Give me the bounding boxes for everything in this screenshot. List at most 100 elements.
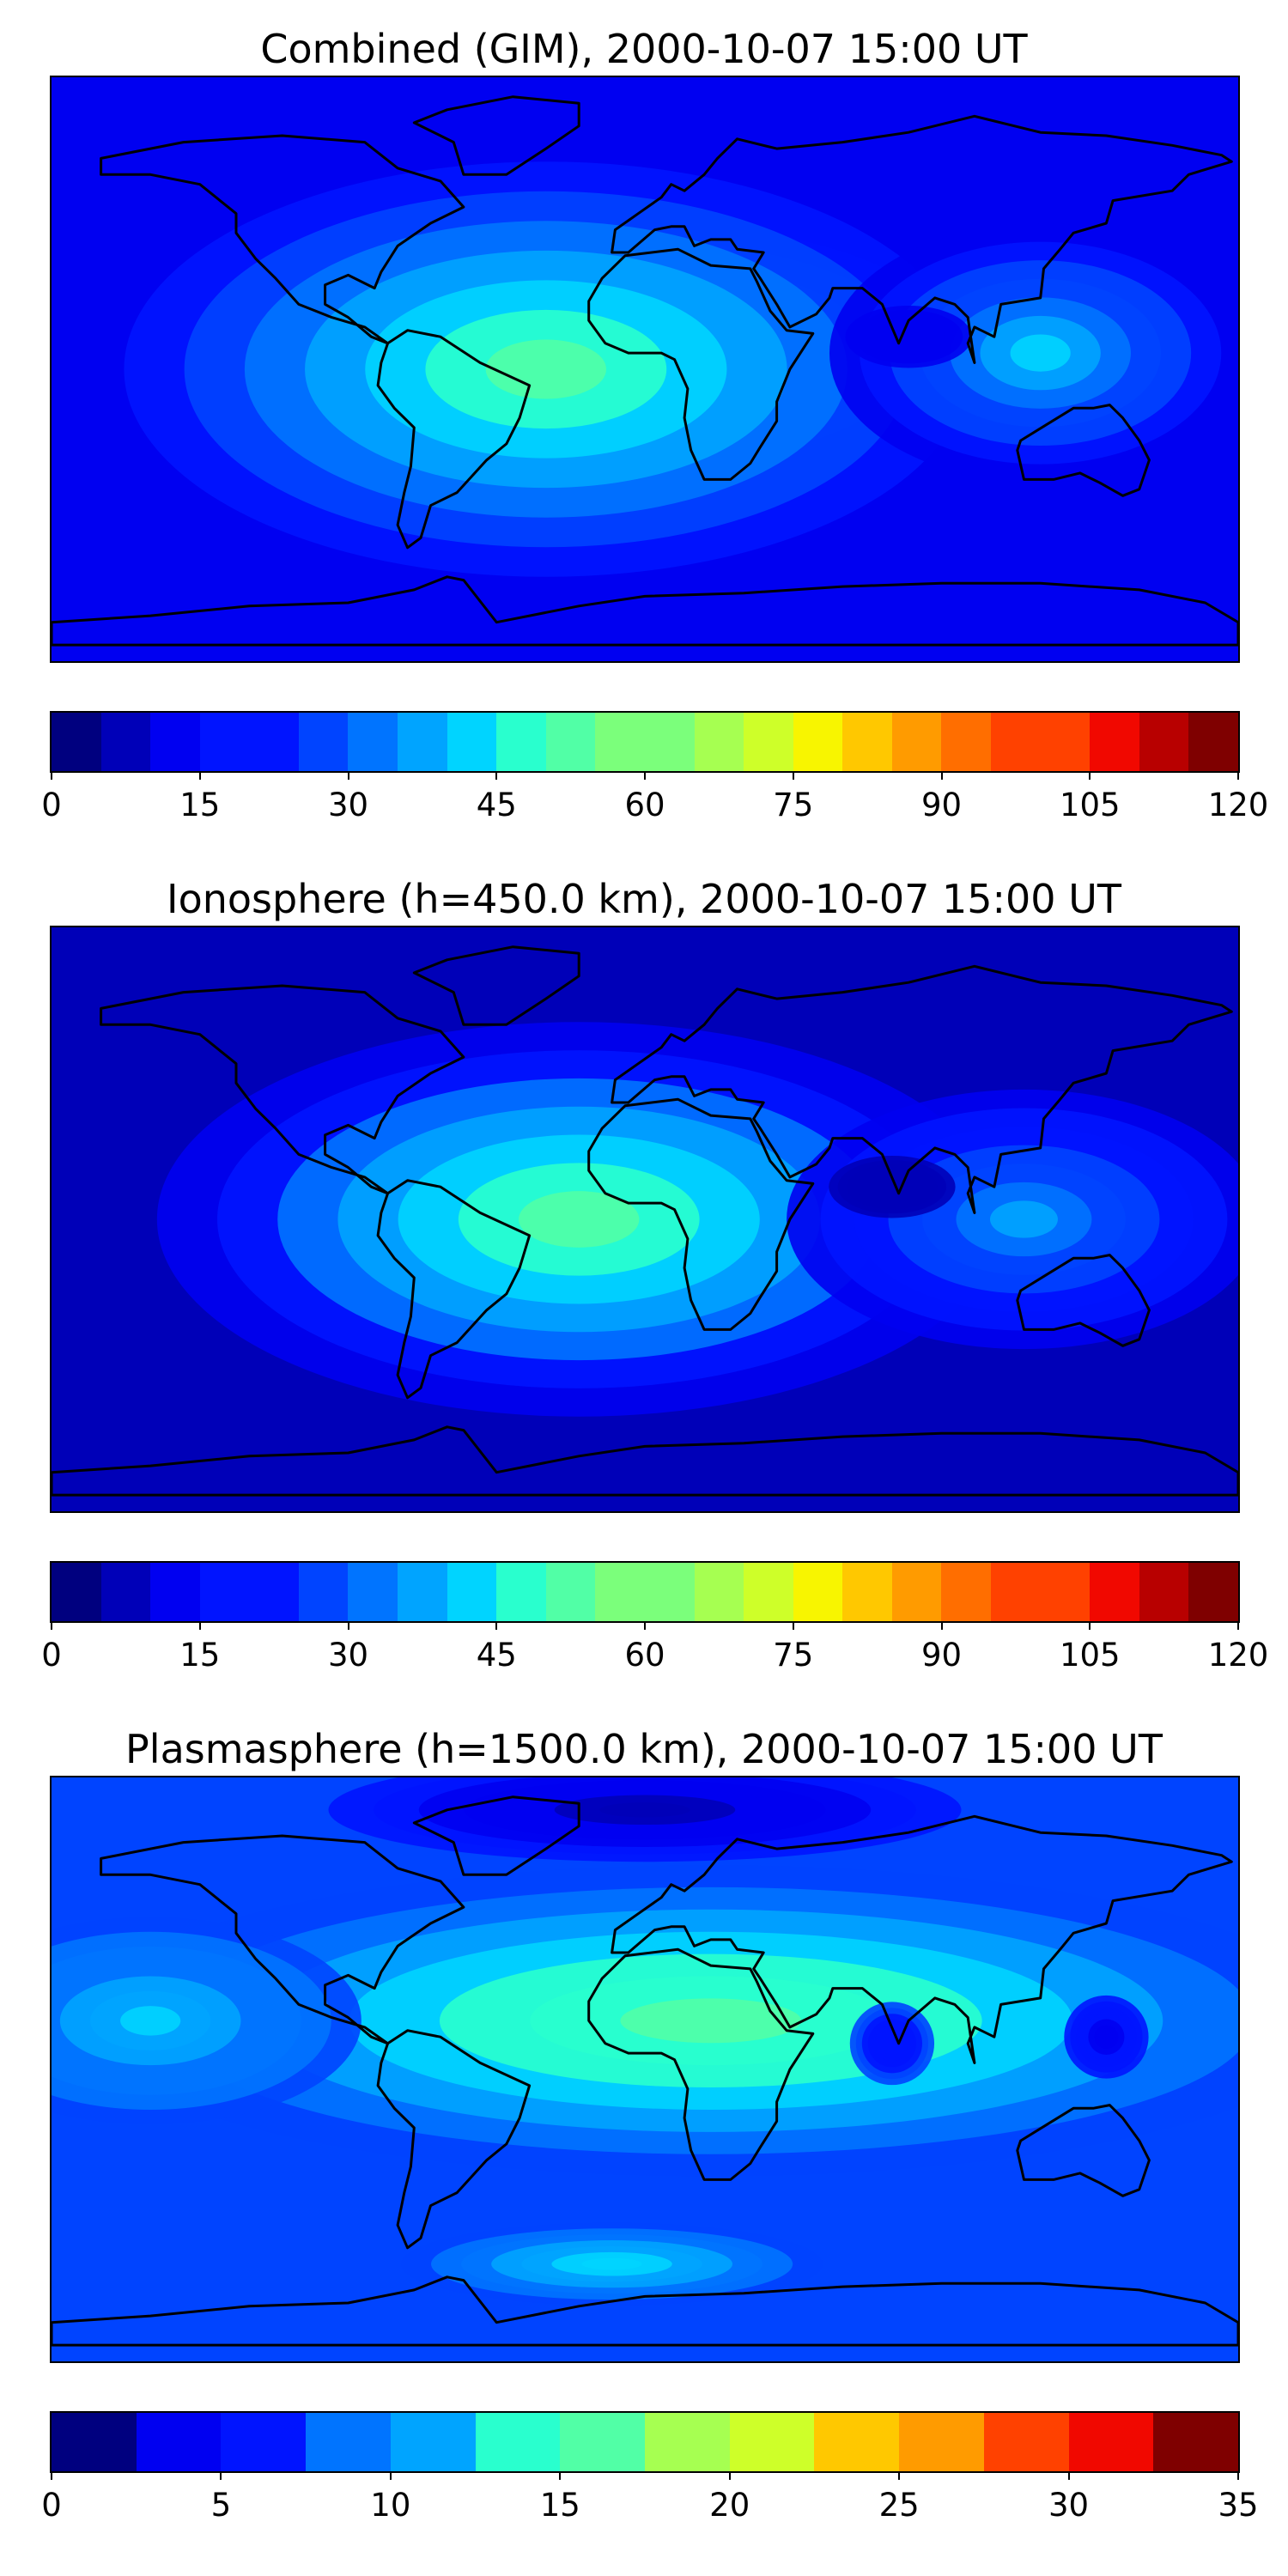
- contour-band: [120, 2006, 181, 2036]
- coastline-australia: [1016, 1254, 1151, 1347]
- colorbar-tick-label: 30: [327, 1637, 369, 1674]
- contour-blob: [829, 223, 1238, 483]
- coastline-africa: [587, 1947, 815, 2181]
- colorbar-tick-label: 35: [1218, 2487, 1259, 2524]
- tec-map-svg: [52, 927, 1238, 1511]
- coastline-eurasia: [611, 964, 1233, 1214]
- colorbar-tick-label: 0: [41, 787, 62, 823]
- colorbar: [50, 1561, 1240, 1623]
- colorbar-segment: [793, 1563, 843, 1621]
- colorbar-segment: [1153, 2413, 1238, 2471]
- colorbar-segment: [891, 1563, 942, 1621]
- colorbar-tick-label: 75: [773, 787, 814, 823]
- colorbar-tick-label: 45: [476, 1637, 517, 1674]
- colorbar-segment: [793, 713, 843, 771]
- colorbar: [50, 711, 1240, 773]
- colorbar-tick-label: 15: [179, 787, 221, 823]
- contour-blob: [52, 1917, 361, 2125]
- panel-title: Plasmasphere (h=1500.0 km), 2000-10-07 1…: [125, 1726, 1163, 1772]
- panel-title: Ionosphere (h=450.0 km), 2000-10-07 15:0…: [167, 876, 1121, 922]
- colorbar-tick-label: 90: [920, 787, 963, 823]
- colorbar-tick-label: 15: [539, 2487, 580, 2524]
- colorbar-segment: [1188, 713, 1238, 771]
- colorbar-ticks: 0 5 10 15 20 25 30 35: [41, 2471, 1259, 2523]
- colorbar-segment: [1040, 1563, 1091, 1621]
- colorbar-segment: [595, 713, 645, 771]
- colorbar-tick-label: 0: [41, 1637, 62, 1674]
- colorbar-tick: [347, 1621, 349, 1630]
- tec-map: [50, 1776, 1240, 2363]
- colorbar-segment: [199, 713, 250, 771]
- colorbar-segment: [447, 1563, 497, 1621]
- map-panel-1: Combined (GIM), 2000-10-07 15:00 UT 0 15 30…: [0, 26, 1288, 850]
- colorbar-segment: [842, 1563, 892, 1621]
- colorbar-segment: [249, 1563, 299, 1621]
- colorbar-segment: [1139, 1563, 1189, 1621]
- colorbar-tick-label: 105: [1059, 787, 1121, 823]
- colorbar-tick: [51, 1621, 52, 1630]
- colorbar-tick: [898, 2471, 901, 2480]
- colorbar-segment: [842, 713, 892, 771]
- colorbar-tick: [1237, 771, 1239, 780]
- coastline-antarctica: [52, 2275, 1238, 2347]
- colorbar-tick: [1067, 2471, 1070, 2480]
- contour-blob: [845, 305, 972, 368]
- colorbar-segment: [595, 1563, 645, 1621]
- colorbar-segment: [298, 713, 349, 771]
- colorbar-tick: [644, 771, 646, 780]
- colorbar-ticks: 0 15 30 45 60 75 90 105 120: [41, 771, 1268, 823]
- coastline-greenland: [412, 945, 580, 1026]
- contour-blob: [829, 1155, 956, 1218]
- colorbar-segment: [729, 2413, 815, 2471]
- contour-blob: [1064, 1995, 1149, 2079]
- colorbar-segment: [496, 713, 546, 771]
- contour-band: [899, 332, 918, 342]
- colorbar-segment: [199, 1563, 250, 1621]
- colorbar-tick: [559, 2471, 562, 2480]
- coastline-north-america: [100, 984, 465, 1195]
- colorbar-segment: [249, 713, 299, 771]
- colorbar-segment: [545, 1563, 596, 1621]
- colorbar-segment: [390, 2413, 476, 2471]
- coastlines: [52, 95, 1238, 647]
- colorbar-tick: [940, 1621, 943, 1630]
- colorbar-segment: [644, 1563, 695, 1621]
- contour-band: [1100, 2031, 1113, 2044]
- colorbar-tick-label: 30: [327, 787, 369, 823]
- colorbar-tick: [51, 771, 52, 780]
- colorbar-tick-label: 75: [773, 1637, 814, 1674]
- colorbar-segment: [990, 1563, 1041, 1621]
- colorbar-segment: [983, 2413, 1069, 2471]
- colorbar-tick: [1089, 771, 1091, 780]
- colorbar-tick-label: 105: [1059, 1637, 1121, 1674]
- colorbar-segment: [150, 713, 200, 771]
- contour-band: [599, 1802, 690, 1818]
- colorbar-segment: [100, 713, 151, 771]
- colorbar-tick-label: 5: [210, 2487, 232, 2524]
- colorbar-segment: [814, 2413, 900, 2471]
- colorbar-segment: [990, 713, 1041, 771]
- colorbar-segment: [136, 2413, 222, 2471]
- colorbar-segment: [348, 1563, 398, 1621]
- colorbar-tick: [220, 2471, 222, 2480]
- colorbar-segment: [941, 713, 991, 771]
- colorbar-tick: [792, 1621, 794, 1630]
- colorbar-segment: [744, 713, 793, 771]
- coastline-north-america: [100, 134, 465, 345]
- colorbar-tick: [644, 1621, 646, 1630]
- contour-band: [885, 2037, 898, 2050]
- colorbar-segment: [306, 2413, 391, 2471]
- contour-blob: [849, 2002, 935, 2086]
- colorbar-tick-label: 60: [624, 787, 665, 823]
- colorbar-segment: [694, 713, 744, 771]
- colorbar-segment: [1188, 1563, 1238, 1621]
- colorbar-segment: [398, 1563, 447, 1621]
- tec-map-svg: [52, 77, 1238, 661]
- colorbar-tick: [1237, 2471, 1239, 2480]
- colorbar-segment: [545, 713, 596, 771]
- colorbar-tick: [389, 2471, 392, 2480]
- contour-blob: [124, 161, 969, 577]
- colorbar-segment: [941, 1563, 991, 1621]
- colorbar-segment: [899, 2413, 984, 2471]
- colorbar-segment: [644, 713, 695, 771]
